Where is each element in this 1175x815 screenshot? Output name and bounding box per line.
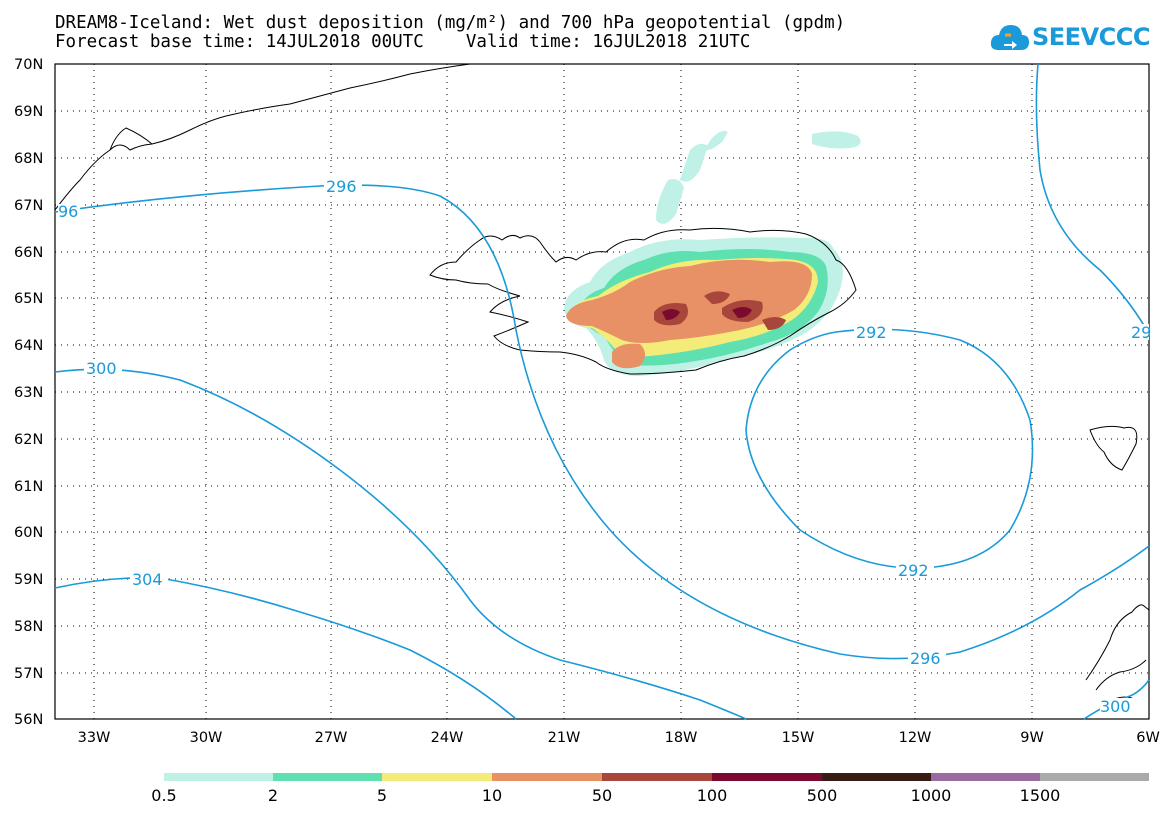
contour-label: 304 [132,570,163,589]
contour-label: 96 [58,202,78,221]
lat-tick-label: 66N [14,245,43,261]
lat-tick-label: 62N [14,432,43,448]
dust-deposition-field [564,130,861,376]
lon-tick-label: 30W [190,730,223,746]
lat-tick-label: 70N [14,57,43,73]
contour-label: 296 [910,649,941,668]
colorbar-swatch [931,773,1040,781]
colorbar-swatch [382,773,492,781]
contour-label: 296 [326,177,357,196]
colorbar-swatch [602,773,712,781]
contour-labels: 296 96 300 304 292 292 296 300 29 [58,177,1151,716]
colorbar-swatch [712,773,822,781]
colorbar-label: 100 [696,786,728,805]
latitude-labels: 70N 69N 68N 67N 66N 65N 64N 63N 62N 61N … [14,57,43,728]
lat-tick-label: 63N [14,385,43,401]
longitude-labels: 33W 30W 27W 24W 21W 18W 15W 12W 9W 6W [78,730,1160,746]
contour-label: 300 [1100,697,1131,716]
lat-tick-label: 64N [14,338,43,354]
contour-label: 29 [1131,323,1151,342]
contour-label: 300 [86,359,117,378]
lat-tick-label: 58N [14,619,43,635]
map-title: DREAM8-Iceland: Wet dust deposition (mg/… [55,13,846,33]
colorbar-label: 2 [267,786,279,805]
lon-tick-label: 24W [431,730,464,746]
seevccc-logo: SEEVCCC [990,20,1170,58]
lon-tick-label: 15W [782,730,815,746]
colorbar-label: 1500 [1019,786,1061,805]
lon-tick-label: 9W [1020,730,1044,746]
colorbar-swatch [1040,773,1149,781]
colorbar-label: 5 [376,786,388,805]
lon-tick-label: 12W [899,730,932,746]
colorbar [164,773,1149,781]
colorbar-label: 500 [806,786,838,805]
lon-tick-label: 21W [548,730,581,746]
colorbar-label: 0.5 [151,786,177,805]
lat-tick-label: 56N [14,712,43,728]
lat-tick-label: 69N [14,104,43,120]
lat-tick-label: 68N [14,151,43,167]
colorbar-label: 10 [481,786,503,805]
lon-tick-label: 6W [1136,730,1160,746]
colorbar-swatch [492,773,602,781]
cloud-icon [990,25,1029,50]
lon-tick-label: 33W [78,730,111,746]
colorbar-swatch [273,773,382,781]
lat-tick-label: 61N [14,479,43,495]
lat-tick-label: 57N [14,666,43,682]
lat-tick-label: 60N [14,525,43,541]
lat-tick-label: 67N [14,198,43,214]
map-subtitle: Forecast base time: 14JUL2018 00UTC Vali… [55,32,751,52]
contour-label: 292 [898,561,929,580]
contour-label: 292 [856,323,887,342]
logo-text: SEEVCCC [1032,23,1151,51]
colorbar-swatch [164,773,273,781]
colorbar-swatch [822,773,931,781]
colorbar-label: 1000 [910,786,952,805]
lon-tick-label: 18W [665,730,698,746]
lat-tick-label: 65N [14,291,43,307]
lat-tick-label: 59N [14,572,43,588]
colorbar-label: 50 [591,786,613,805]
lon-tick-label: 27W [315,730,348,746]
